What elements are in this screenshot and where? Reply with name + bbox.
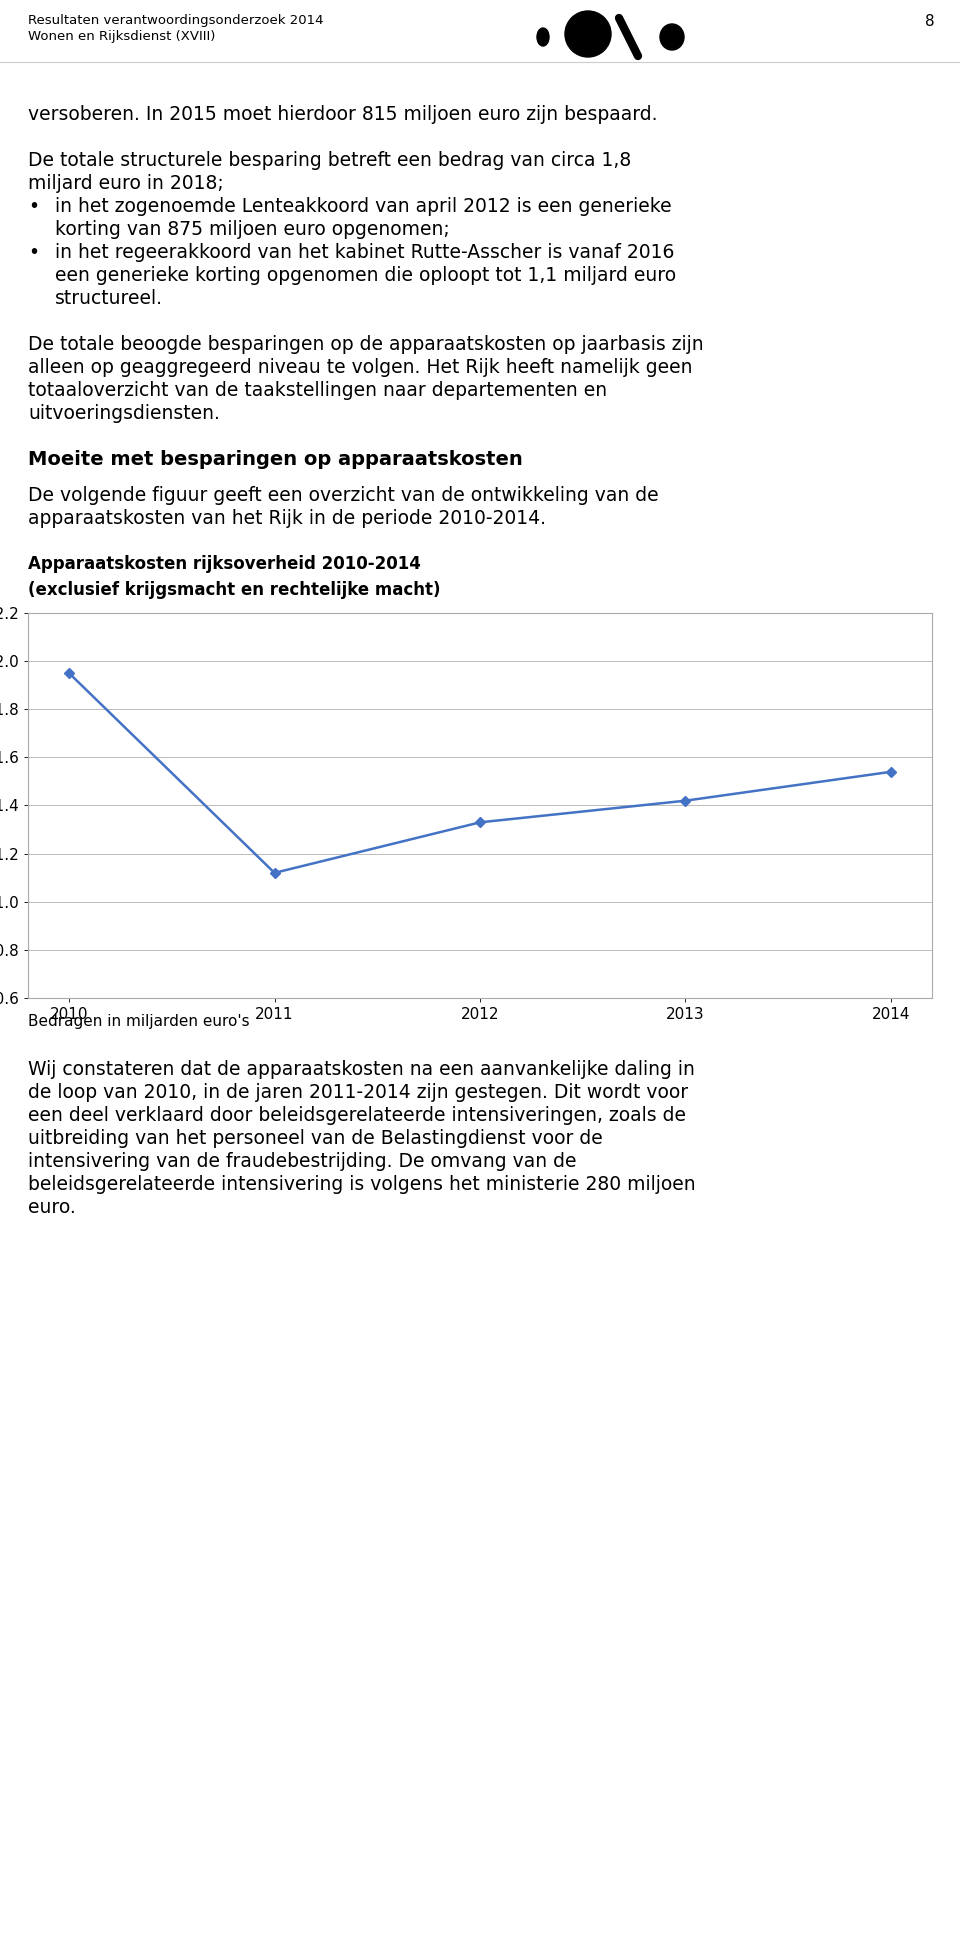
Text: structureel.: structureel.	[55, 290, 163, 307]
Text: alleen op geaggregeerd niveau te volgen. Het Rijk heeft namelijk geen: alleen op geaggregeerd niveau te volgen.…	[28, 358, 692, 378]
Text: de loop van 2010, in de jaren 2011-2014 zijn gestegen. Dit wordt voor: de loop van 2010, in de jaren 2011-2014 …	[28, 1084, 688, 1101]
Text: in het regeerakkoord van het kabinet Rutte-Asscher is vanaf 2016: in het regeerakkoord van het kabinet Rut…	[55, 243, 674, 263]
Text: (exclusief krijgsmacht en rechtelijke macht): (exclusief krijgsmacht en rechtelijke ma…	[28, 582, 441, 599]
Text: Moeite met besparingen op apparaatskosten: Moeite met besparingen op apparaatskoste…	[28, 450, 523, 469]
Text: Bedragen in miljarden euro's: Bedragen in miljarden euro's	[28, 1014, 250, 1029]
Text: uitvoeringsdiensten.: uitvoeringsdiensten.	[28, 405, 220, 422]
Text: euro.: euro.	[28, 1199, 76, 1216]
Text: totaaloverzicht van de taakstellingen naar departementen en: totaaloverzicht van de taakstellingen na…	[28, 381, 607, 401]
Text: De totale beoogde besparingen op de apparaatskosten op jaarbasis zijn: De totale beoogde besparingen op de appa…	[28, 335, 704, 354]
Text: Apparaatskosten rijksoverheid 2010-2014: Apparaatskosten rijksoverheid 2010-2014	[28, 555, 420, 572]
Text: Wonen en Rijksdienst (XVIII): Wonen en Rijksdienst (XVIII)	[28, 29, 215, 43]
Text: De volgende figuur geeft een overzicht van de ontwikkeling van de: De volgende figuur geeft een overzicht v…	[28, 486, 659, 506]
Text: miljard euro in 2018;: miljard euro in 2018;	[28, 173, 224, 193]
Text: Resultaten verantwoordingsonderzoek 2014: Resultaten verantwoordingsonderzoek 2014	[28, 14, 324, 27]
Ellipse shape	[565, 12, 611, 56]
Text: 8: 8	[925, 14, 935, 29]
Text: De totale structurele besparing betreft een bedrag van circa 1,8: De totale structurele besparing betreft …	[28, 152, 632, 169]
Text: •: •	[28, 243, 39, 263]
Text: een deel verklaard door beleidsgerelateerde intensiveringen, zoals de: een deel verklaard door beleidsgerelatee…	[28, 1105, 686, 1125]
Ellipse shape	[537, 27, 549, 47]
Text: in het zogenoemde Lenteakkoord van april 2012 is een generieke: in het zogenoemde Lenteakkoord van april…	[55, 197, 672, 216]
Text: apparaatskosten van het Rijk in de periode 2010-2014.: apparaatskosten van het Rijk in de perio…	[28, 510, 546, 527]
Text: •: •	[28, 197, 39, 216]
Text: beleidsgerelateerde intensivering is volgens het ministerie 280 miljoen: beleidsgerelateerde intensivering is vol…	[28, 1175, 696, 1195]
Text: versoberen. In 2015 moet hierdoor 815 miljoen euro zijn bespaard.: versoberen. In 2015 moet hierdoor 815 mi…	[28, 105, 658, 125]
Text: een generieke korting opgenomen die oploopt tot 1,1 miljard euro: een generieke korting opgenomen die oplo…	[55, 267, 676, 284]
Ellipse shape	[660, 23, 684, 51]
Text: intensivering van de fraudebestrijding. De omvang van de: intensivering van de fraudebestrijding. …	[28, 1152, 577, 1171]
Text: Wij constateren dat de apparaatskosten na een aanvankelijke daling in: Wij constateren dat de apparaatskosten n…	[28, 1061, 695, 1078]
Text: uitbreiding van het personeel van de Belastingdienst voor de: uitbreiding van het personeel van de Bel…	[28, 1129, 603, 1148]
Text: korting van 875 miljoen euro opgenomen;: korting van 875 miljoen euro opgenomen;	[55, 220, 449, 239]
